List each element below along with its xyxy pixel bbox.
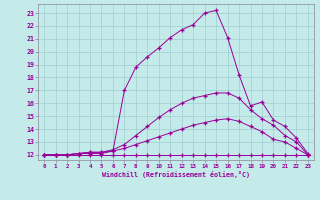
X-axis label: Windchill (Refroidissement éolien,°C): Windchill (Refroidissement éolien,°C) (102, 171, 250, 178)
